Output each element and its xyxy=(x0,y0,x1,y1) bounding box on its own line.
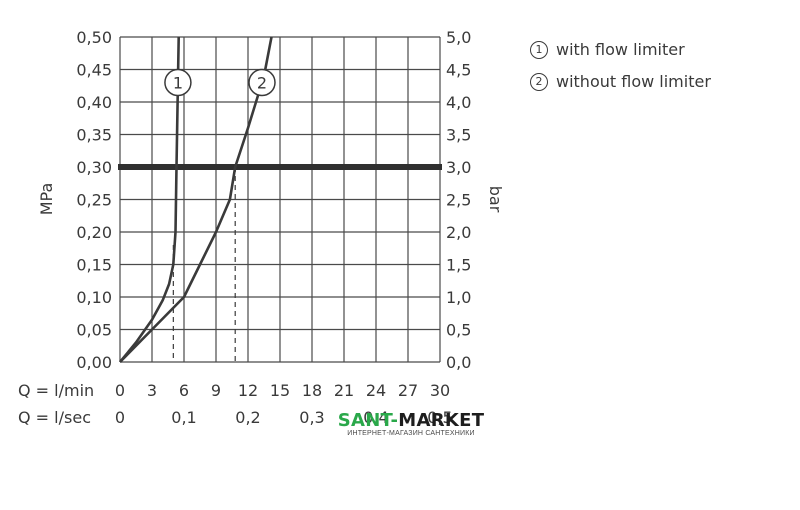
y-right-tick-label: 3,5 xyxy=(446,126,471,145)
legend-item-2: 2 without flow limiter xyxy=(530,66,711,98)
y-left-tick-label: 0,00 xyxy=(76,353,112,372)
y-left-tick-label: 0,50 xyxy=(76,28,112,47)
legend-label-2: without flow limiter xyxy=(556,72,711,91)
y-right-tick-label: 5,0 xyxy=(446,28,471,47)
watermark-logo: SANT-MARKET ИНТЕРНЕТ-МАГАЗИН САНТЕХНИКИ xyxy=(336,410,486,437)
series-marker-label: 1 xyxy=(173,74,183,93)
series-line-1 xyxy=(118,36,180,363)
y-left-tick-label: 0,05 xyxy=(76,321,112,340)
x-tick-label: 15 xyxy=(270,381,290,400)
y-left-tick-label: 0,40 xyxy=(76,93,112,112)
y-right-tick-label: 4,0 xyxy=(446,93,471,112)
x-tick-label: 30 xyxy=(430,381,450,400)
y-right-tick-label: 2,0 xyxy=(446,223,471,242)
x-tick-label: 21 xyxy=(334,381,354,400)
y-left-tick-label: 0,25 xyxy=(76,191,112,210)
y-right-axis-label: bar xyxy=(486,186,505,213)
legend-item-1: 1 with flow limiter xyxy=(530,34,711,66)
x-secondary-tick-label: 0,3 xyxy=(299,408,324,427)
y-right-tick-label: 0,0 xyxy=(446,353,471,372)
x-tick-label: 6 xyxy=(179,381,189,400)
series-marker-circle xyxy=(248,68,276,97)
x-tick-label: 27 xyxy=(398,381,418,400)
y-right-tick-label: 1,5 xyxy=(446,256,471,275)
series-marker-circle xyxy=(164,68,192,97)
legend: 1 with flow limiter 2 without flow limit… xyxy=(530,34,711,98)
x-secondary-tick-label: 0,5 xyxy=(427,408,452,427)
y-right-tick-label: 0,5 xyxy=(446,321,471,340)
watermark-title: SANT-MARKET xyxy=(337,410,485,431)
x-secondary-tick-label: 0 xyxy=(115,408,125,427)
legend-marker-1: 1 xyxy=(530,41,548,59)
y-left-tick-label: 0,45 xyxy=(76,61,112,80)
legend-marker-2: 2 xyxy=(530,73,548,91)
x-secondary-axis-label: Q = l/sec xyxy=(18,408,91,427)
y-left-axis-label: MPa xyxy=(37,183,56,216)
tick-labels: 0 3 6 9 12 15 18 21 24 27 300,00 0,00,05 0,50,10 1,00… xyxy=(76,28,471,427)
series-line-2 xyxy=(119,36,273,363)
y-right-tick-label: 2,5 xyxy=(446,191,471,210)
y-right-tick-label: 4,5 xyxy=(446,61,471,80)
y-left-tick-label: 0,20 xyxy=(76,223,112,242)
x-tick-label: 0 xyxy=(115,381,125,400)
x-tick-label: 18 xyxy=(302,381,322,400)
y-left-tick-label: 0,30 xyxy=(76,158,112,177)
x-secondary-tick-label: 0,1 xyxy=(171,408,196,427)
x-tick-label: 9 xyxy=(211,381,221,400)
y-right-tick-label: 1,0 xyxy=(446,288,471,307)
series-marker-2: 2 xyxy=(248,68,276,97)
x-secondary-tick-label: 0,4 xyxy=(363,408,388,427)
x-axis-label: Q = l/min xyxy=(18,381,94,400)
y-left-tick-label: 0,10 xyxy=(76,288,112,307)
x-tick-label: 3 xyxy=(147,381,157,400)
x-tick-label: 12 xyxy=(238,381,258,400)
y-left-tick-label: 0,15 xyxy=(76,256,112,275)
x-tick-label: 24 xyxy=(366,381,386,400)
series-marker-1: 1 xyxy=(164,68,192,97)
x-secondary-tick-label: 0,2 xyxy=(235,408,260,427)
legend-label-1: with flow limiter xyxy=(556,40,685,59)
y-right-tick-label: 3,0 xyxy=(446,158,471,177)
watermark-subtitle: ИНТЕРНЕТ-МАГАЗИН САНТЕХНИКИ xyxy=(347,430,475,437)
series-marker-label: 2 xyxy=(257,74,267,93)
y-left-tick-label: 0,35 xyxy=(76,126,112,145)
